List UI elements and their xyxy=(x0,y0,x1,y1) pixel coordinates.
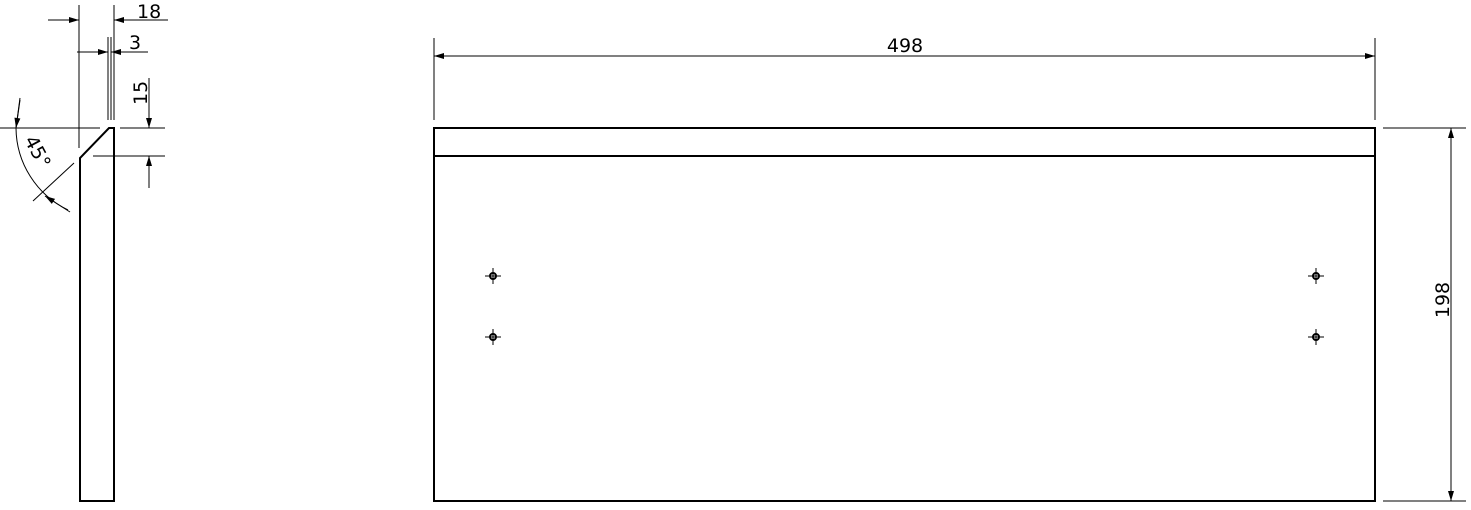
hole-marker xyxy=(485,329,501,345)
front-view: 498 198 xyxy=(433,35,1466,502)
dimension-thickness: 18 xyxy=(137,1,161,23)
side-profile xyxy=(79,127,115,502)
side-view: 18 3 15 45° xyxy=(0,1,168,502)
extension-line xyxy=(32,162,75,202)
hole-marker xyxy=(485,268,501,284)
hole-marker xyxy=(1308,329,1324,345)
hole-marker xyxy=(1308,268,1324,284)
holes xyxy=(485,268,1324,345)
dimension-groove: 3 xyxy=(129,32,141,54)
dimension-bevel-height: 15 xyxy=(130,81,152,105)
dimension-height: 198 xyxy=(1432,282,1454,318)
dimension-width: 498 xyxy=(887,35,923,57)
panel-outline xyxy=(433,127,1376,502)
angle-arrow xyxy=(44,195,71,213)
angle-arrow xyxy=(14,99,21,129)
